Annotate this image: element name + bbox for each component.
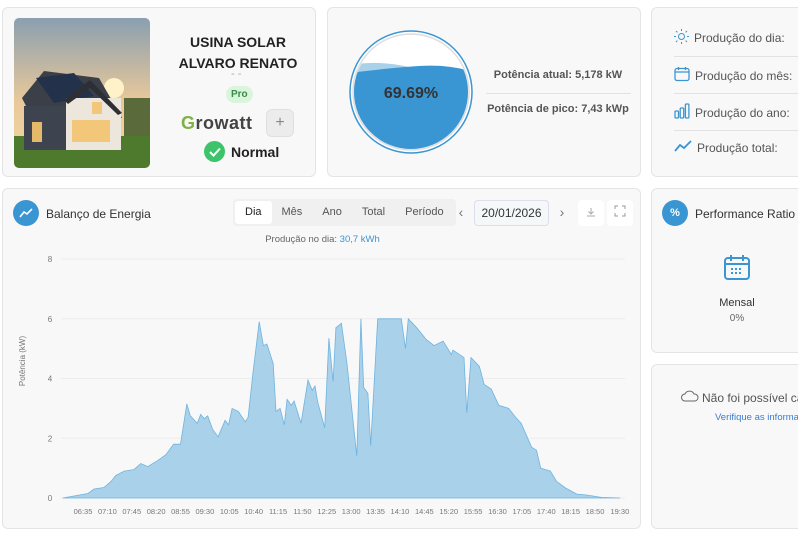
x-tick-label: 06:35 [74,507,93,516]
performance-period: Mensal [719,297,755,309]
x-tick-label: 16:30 [488,507,507,516]
plan-badge: Pro [226,86,253,103]
y-tick-label: 6 [48,315,53,324]
peak-power: Potência de pico: 7,43 kWp [487,103,629,115]
performance-card: % Performance Ratio Mensal 0% [651,188,798,353]
y-tick-label: 4 [48,375,53,384]
previous-date-button[interactable]: ‹ [458,204,464,220]
plant-name: USINA SOLAR ALVARO RENATO [178,34,298,71]
status-indicator: Normal [204,141,279,162]
divider [674,93,798,94]
production-total: Produção total: [674,140,778,155]
plant-card: USINA SOLAR ALVARO RENATO - - Pro Growat… [2,7,316,177]
check-icon [204,141,225,162]
energy-chart: 0 2 4 6 8 06:35 07:10 07:45 08:20 08:55 09:30 10:05… [18,255,629,516]
x-tick-label: 12:25 [317,507,336,516]
x-tick-label: 07:10 [98,507,117,516]
day-production: Produção no dia: 30,7 kWh [3,234,640,245]
tab-ano[interactable]: Ano [322,206,342,218]
divider [674,56,798,57]
trend-icon [13,200,39,226]
performance-value: 0% [729,313,745,324]
x-tick-label: 07:45 [122,507,141,516]
tab-periodo[interactable]: Período [405,206,444,218]
power-gauge: 69.69% [349,30,473,154]
y-axis-label: Potência (kW) [18,336,27,387]
day-production-label: Produção no dia: [265,234,338,245]
download-icon [586,204,596,222]
production-total-label: Produção total: [697,140,778,155]
brand-logo-g: G [181,113,196,133]
x-tick-label: 15:55 [464,507,483,516]
x-tick-label: 13:35 [366,507,385,516]
download-button[interactable] [578,200,604,226]
trend-line-icon [674,140,692,155]
production-month: Produção do mês: [674,66,792,85]
production-month-label: Produção do mês: [695,68,793,83]
plant-subtitle: - - [231,68,242,80]
y-tick-label: 8 [48,255,53,264]
verify-link[interactable]: Verifique as informações [715,412,798,423]
power-card: 69.69% Potência atual: 5,178 kW Potência… [327,7,641,177]
calendar-icon [723,254,751,287]
brand-logo: Growatt [181,113,253,134]
x-tick-label: 09:30 [196,507,215,516]
y-tick-label: 2 [48,434,53,443]
x-tick-label: 18:50 [586,507,605,516]
production-day: Produção do dia: [674,29,785,47]
production-day-label: Produção do dia: [694,31,785,45]
next-date-button[interactable]: › [559,204,565,220]
x-tick-label: 10:05 [220,507,239,516]
x-tick-label: 08:20 [147,507,166,516]
tab-dia[interactable]: Dia [235,201,272,224]
x-tick-label: 19:30 [610,507,629,516]
power-area-series [62,317,621,499]
production-year: Produção do ano: [674,103,790,122]
x-tick-label: 14:10 [391,507,410,516]
add-button[interactable]: + [266,109,294,137]
current-power: Potência atual: 5,178 kW [493,69,623,81]
plant-photo [14,18,150,168]
x-tick-label: 17:40 [537,507,556,516]
energy-balance-card: Balanço de Energia Dia Mês Ano Total Per… [2,188,641,529]
brand-logo-text: rowatt [195,113,253,133]
x-tick-label: 15:20 [439,507,458,516]
divider [674,130,798,131]
calendar-icon [674,66,690,85]
x-tick-label: 17:05 [512,507,531,516]
x-tick-label: 18:15 [561,507,580,516]
fullscreen-button[interactable] [607,200,633,226]
y-tick-label: 0 [48,494,53,503]
percent-icon: % [662,200,688,226]
x-tick-label: 13:00 [342,507,361,516]
production-year-label: Produção do ano: [695,105,790,120]
x-tick-label: 08:55 [171,507,190,516]
sun-icon [674,29,689,47]
day-production-value: 30,7 kWh [339,234,380,245]
tab-mes[interactable]: Mês [281,206,303,218]
bar-chart-icon [674,103,690,122]
status-text: Normal [231,143,280,160]
weather-error: Não foi possível carregar [681,390,798,405]
production-card: Produção do dia: Produção do mês: Produç… [651,7,798,177]
divider [486,93,631,94]
x-tick-label: 10:40 [244,507,263,516]
period-tabs: Dia Mês Ano Total Período [233,199,456,226]
cloud-icon [681,390,699,405]
x-tick-label: 14:45 [415,507,434,516]
power-percent: 69.69% [384,85,438,102]
x-tick-label: 11:50 [293,507,311,516]
expand-icon [614,204,626,222]
weather-error-text: Não foi possível carregar [702,390,798,405]
performance-title: Performance Ratio [695,207,796,221]
x-tick-label: 11:15 [269,507,287,516]
tab-total[interactable]: Total [361,206,386,218]
date-picker[interactable]: 20/01/2026 [474,200,549,226]
energy-title: Balanço de Energia [46,207,151,221]
weather-card: Não foi possível carregar Verifique as i… [651,364,798,529]
